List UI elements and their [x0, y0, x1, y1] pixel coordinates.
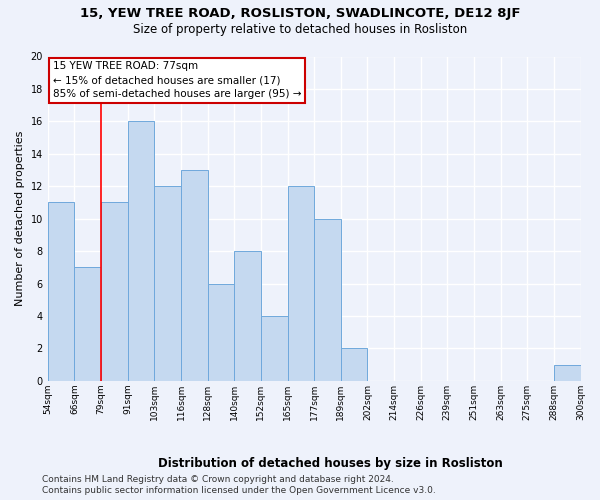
Bar [261, 316, 287, 381]
Text: Contains public sector information licensed under the Open Government Licence v3: Contains public sector information licen… [42, 486, 436, 495]
Text: Distribution of detached houses by size in Rosliston: Distribution of detached houses by size … [158, 458, 502, 470]
Bar [101, 202, 128, 381]
Bar [181, 170, 208, 381]
Y-axis label: Number of detached properties: Number of detached properties [15, 131, 25, 306]
Bar [154, 186, 181, 381]
Bar [74, 268, 101, 381]
Bar [128, 122, 154, 381]
Bar [554, 364, 581, 381]
Text: Size of property relative to detached houses in Rosliston: Size of property relative to detached ho… [133, 22, 467, 36]
Text: Contains HM Land Registry data © Crown copyright and database right 2024.: Contains HM Land Registry data © Crown c… [42, 475, 394, 484]
Bar [314, 218, 341, 381]
Bar [234, 251, 261, 381]
Bar [341, 348, 367, 381]
Text: 15, YEW TREE ROAD, ROSLISTON, SWADLINCOTE, DE12 8JF: 15, YEW TREE ROAD, ROSLISTON, SWADLINCOT… [80, 8, 520, 20]
Bar [48, 202, 74, 381]
Bar [208, 284, 234, 381]
Text: 15 YEW TREE ROAD: 77sqm
← 15% of detached houses are smaller (17)
85% of semi-de: 15 YEW TREE ROAD: 77sqm ← 15% of detache… [53, 62, 302, 100]
Bar [287, 186, 314, 381]
